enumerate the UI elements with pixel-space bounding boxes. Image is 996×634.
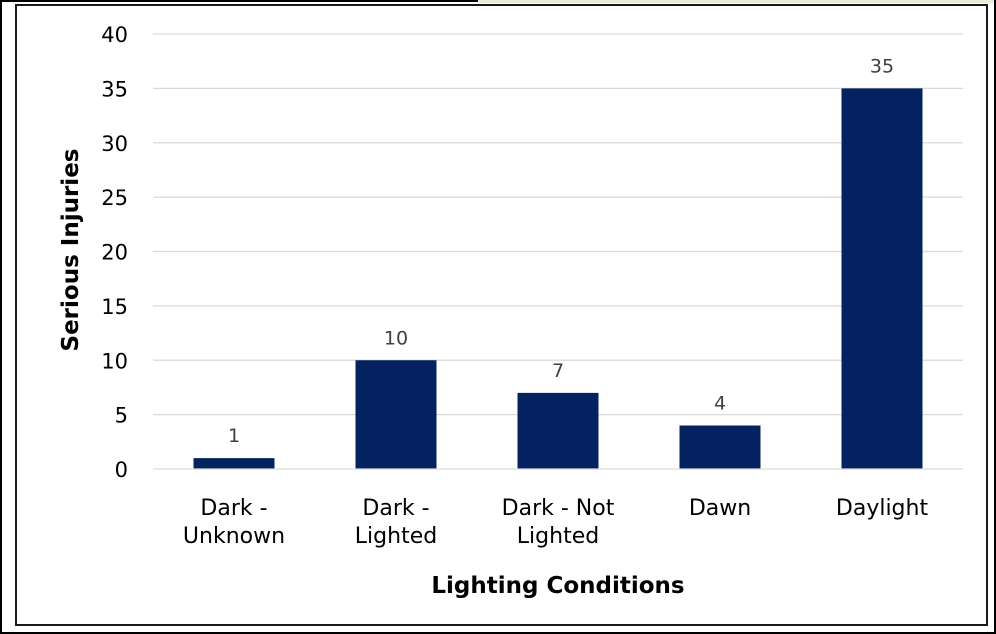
y-tick-label: 40: [101, 23, 128, 47]
data-labels: 1 10 7 4 35: [228, 55, 894, 447]
x-axis-categories: Dark -Unknown Dark -Lighted Dark - Not Ligh…: [183, 496, 929, 549]
bar: [517, 392, 599, 469]
data-label: 7: [552, 360, 564, 382]
top-accent-strip: [478, 0, 994, 3]
category-label: Dawn: [689, 496, 751, 521]
y-tick-label: 25: [101, 186, 128, 210]
gridlines: [153, 33, 963, 416]
category-label: Dark -Lighted: [355, 496, 437, 549]
y-tick-label: 10: [101, 349, 128, 373]
y-tick-label: 0: [115, 458, 128, 482]
data-label: 4: [714, 393, 726, 415]
bar: [679, 425, 761, 469]
y-axis-title: Serious Injuries: [58, 149, 84, 352]
category-label: Dark - Not Lighted: [502, 496, 615, 549]
y-axis-ticks: 0 5 10 15 20 25 30 35 40: [101, 23, 128, 482]
x-axis-title: Lighting Conditions: [431, 573, 684, 599]
y-tick-label: 35: [101, 77, 128, 101]
bar: [193, 458, 275, 469]
data-label: 35: [870, 55, 894, 77]
chart-frame: [15, 4, 988, 626]
bar: [355, 360, 437, 469]
category-label: Dark -Unknown: [183, 496, 285, 549]
data-label: 10: [384, 327, 408, 349]
y-tick-label: 15: [101, 295, 128, 319]
category-label: Daylight: [836, 496, 929, 521]
y-tick-label: 30: [101, 132, 128, 156]
y-tick-label: 20: [101, 241, 128, 265]
bar: [841, 88, 923, 469]
data-label: 1: [228, 425, 240, 447]
y-tick-label: 5: [115, 404, 128, 428]
bars: [193, 88, 923, 469]
